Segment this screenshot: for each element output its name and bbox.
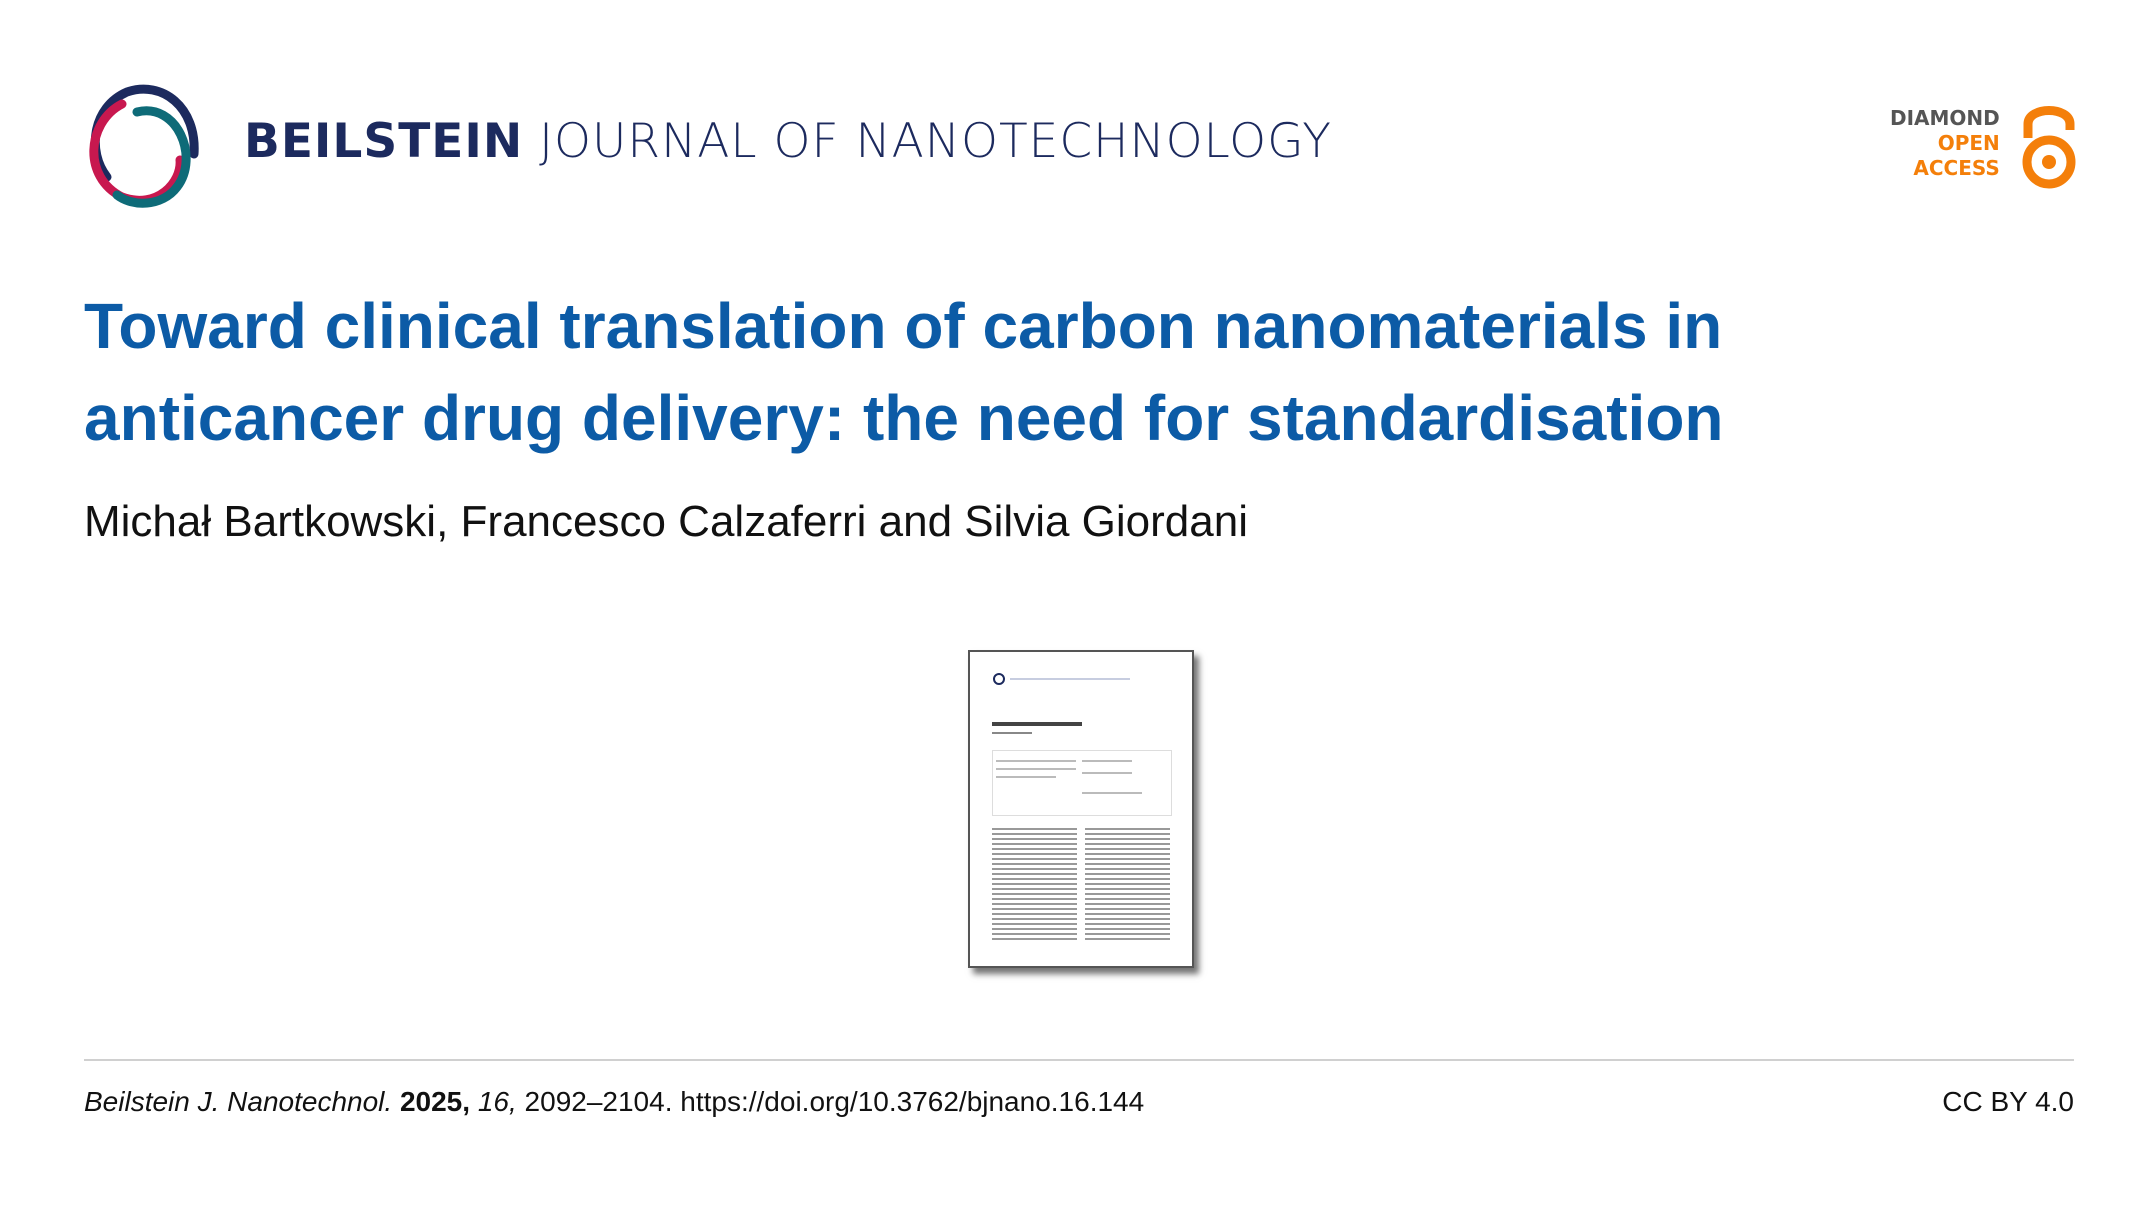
article-authors: Michał Bartkowski, Francesco Calzaferri … — [84, 497, 1248, 546]
beilstein-logo-icon — [89, 84, 199, 208]
license-label: CC BY 4.0 — [1942, 1086, 2074, 1117]
diamond-open-access-label: DIAMOND OPEN ACCESS — [1890, 106, 2000, 180]
open-access-lock-icon — [2022, 106, 2076, 189]
citation: Beilstein J. Nanotechnol. 2025, 16, 2092… — [84, 1086, 1145, 1117]
article-title: Toward clinical translation of carbon na… — [84, 290, 1724, 454]
doi-link[interactable]: https://doi.org/10.3762/bjnano.16.144 — [680, 1086, 1145, 1117]
journal-name: BEILSTEIN JOURNAL OF NANOTECHNOLOGY — [244, 114, 1332, 169]
article-first-page-thumbnail[interactable] — [968, 650, 1194, 968]
thumbnail-logo-icon — [993, 673, 1005, 685]
footer-divider — [84, 1059, 2074, 1061]
